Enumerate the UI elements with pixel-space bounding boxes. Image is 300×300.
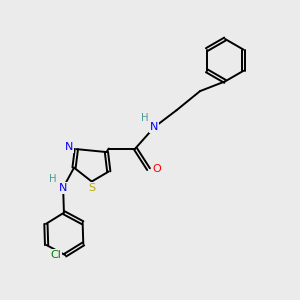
Text: H: H bbox=[49, 174, 57, 184]
Text: O: O bbox=[152, 164, 161, 174]
Text: N: N bbox=[65, 142, 73, 152]
Text: S: S bbox=[89, 183, 96, 193]
Text: Cl: Cl bbox=[50, 250, 61, 260]
Text: N: N bbox=[150, 122, 159, 132]
Text: H: H bbox=[141, 112, 149, 123]
Text: N: N bbox=[59, 183, 67, 193]
